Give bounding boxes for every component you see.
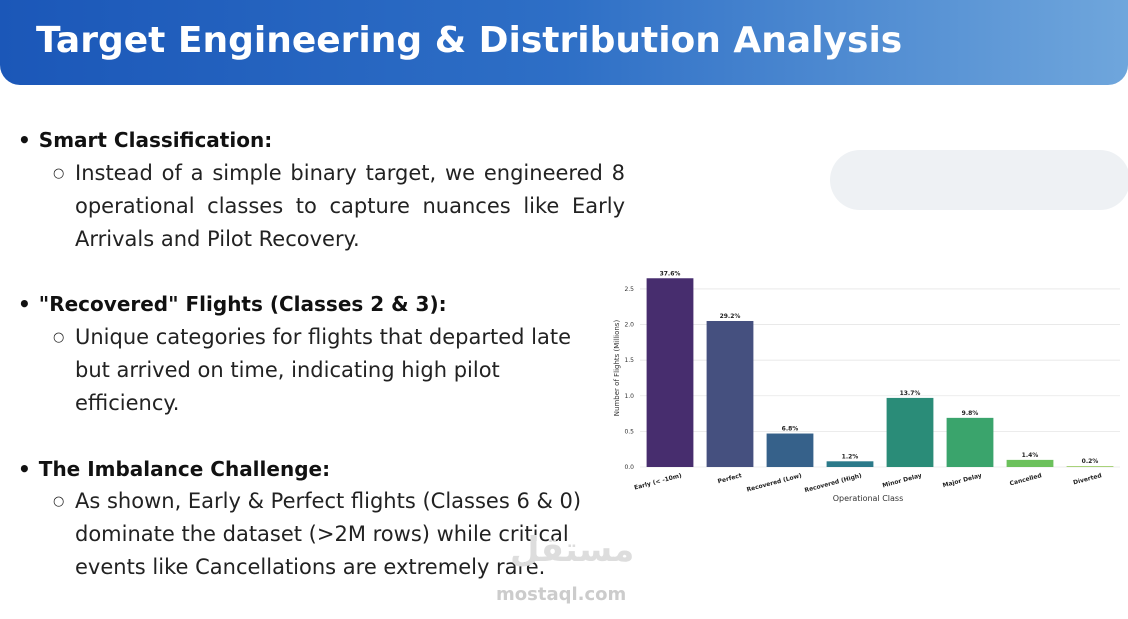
bar	[646, 278, 694, 467]
bar	[766, 433, 814, 467]
title: Target Engineering & Distribution Analys…	[36, 20, 903, 61]
data-label: 9.8%	[962, 410, 979, 417]
y-tick-label: 2.0	[624, 322, 634, 329]
bar	[1006, 459, 1054, 467]
y-tick-label: 1.0	[624, 393, 634, 400]
data-label: 0.2%	[1082, 458, 1099, 465]
bullet-text: Unique categories for flights that depar…	[53, 321, 595, 420]
x-tick-label: Recovered (High)	[804, 472, 863, 494]
data-label: 13.7%	[900, 390, 921, 397]
watermark: مستقل	[510, 530, 635, 570]
bar	[1066, 466, 1114, 467]
bullet-text: As shown, Early & Perfect flights (Class…	[53, 485, 595, 584]
x-tick-label: Major Delay	[942, 472, 983, 489]
bullet-heading: "Recovered" Flights (Classes 2 & 3):	[18, 292, 447, 316]
data-label: 6.8%	[782, 426, 799, 433]
x-tick-label: Diverted	[1072, 472, 1102, 486]
x-tick-label: Cancelled	[1009, 472, 1043, 487]
bar	[946, 417, 994, 467]
y-tick-label: 2.5	[624, 286, 634, 293]
y-tick-label: 1.5	[624, 357, 634, 364]
y-axis-label: Number of Flights (Millions)	[613, 320, 621, 417]
x-tick-label: Recovered (Low)	[746, 472, 803, 494]
x-tick-label: Perfect	[717, 472, 743, 485]
bullet-heading: The Imbalance Challenge:	[18, 457, 330, 481]
bullet-heading: Smart Classification:	[18, 128, 272, 152]
chart: Operational Class Number of Flights (Mil…	[608, 265, 1120, 513]
x-tick-label: Minor Delay	[882, 472, 923, 489]
data-label: 37.6%	[660, 270, 681, 277]
header: Target Engineering & Distribution Analys…	[0, 0, 1128, 85]
x-tick-label: Early (< -10m)	[634, 472, 683, 491]
data-label: 1.2%	[842, 453, 859, 460]
y-tick-label: 0.0	[624, 464, 634, 471]
data-label: 29.2%	[720, 313, 741, 320]
bullet-text: Instead of a simple binary target, we en…	[53, 157, 625, 256]
x-axis-label: Operational Class	[833, 494, 904, 503]
bar	[706, 320, 754, 467]
bar	[826, 461, 874, 467]
bar	[886, 397, 934, 467]
y-tick-label: 0.5	[624, 428, 634, 435]
data-label: 1.4%	[1022, 452, 1039, 459]
watermark: mostaql.com	[496, 584, 627, 605]
plane-background	[830, 150, 1128, 210]
